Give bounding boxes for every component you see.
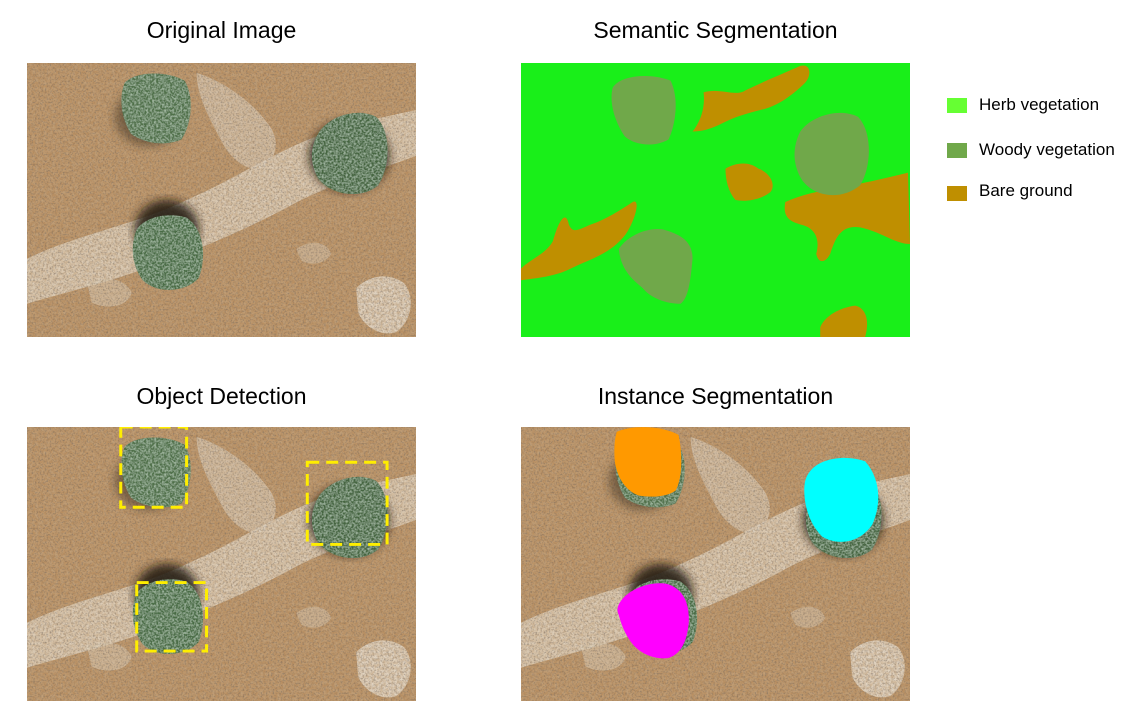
bare-ground-region-4 [521,201,637,281]
detection-box-2 [305,460,389,546]
legend-swatch-woody [947,142,967,158]
instance-mask-3 [617,583,689,659]
woody-vegetation-region-1 [611,75,676,145]
bare-ground-region-3 [784,172,910,262]
panel-title-original: Original Image [146,17,297,43]
legend-label-bare: Bare ground [979,180,1073,200]
legend-swatch-herb [947,97,967,113]
bare-ground-region-5 [820,305,868,337]
legend-swatch-bare [947,186,967,201]
legend-item-woody-vegetation: Woody vegetation [947,140,1115,160]
panel-title-detection: Object Detection [136,383,307,409]
instance-segmentation-image [521,427,910,701]
legend-label-woody: Woody vegetation [979,140,1115,159]
detection-box-1 [119,427,189,509]
legend-item-bare-ground: Bare ground [947,180,1073,201]
original-aerial-image [27,63,416,337]
instance-mask-2 [804,457,879,542]
panel-title-instance: Instance Segmentation [597,383,834,409]
legend-label-herb: Herb vegetation [979,95,1100,114]
object-detection-image [27,427,416,701]
bare-ground-region-2 [725,163,773,201]
bare-ground-region-1 [692,65,810,132]
semantic-segmentation-map [521,63,910,337]
woody-vegetation-region-3 [618,229,693,304]
panel-title-semantic: Semantic Segmentation [593,17,838,43]
instance-mask-1 [614,427,682,497]
woody-vegetation-region-2 [794,112,869,196]
legend-item-herb-vegetation: Herb vegetation [947,95,1099,115]
detection-box-3 [135,581,209,653]
